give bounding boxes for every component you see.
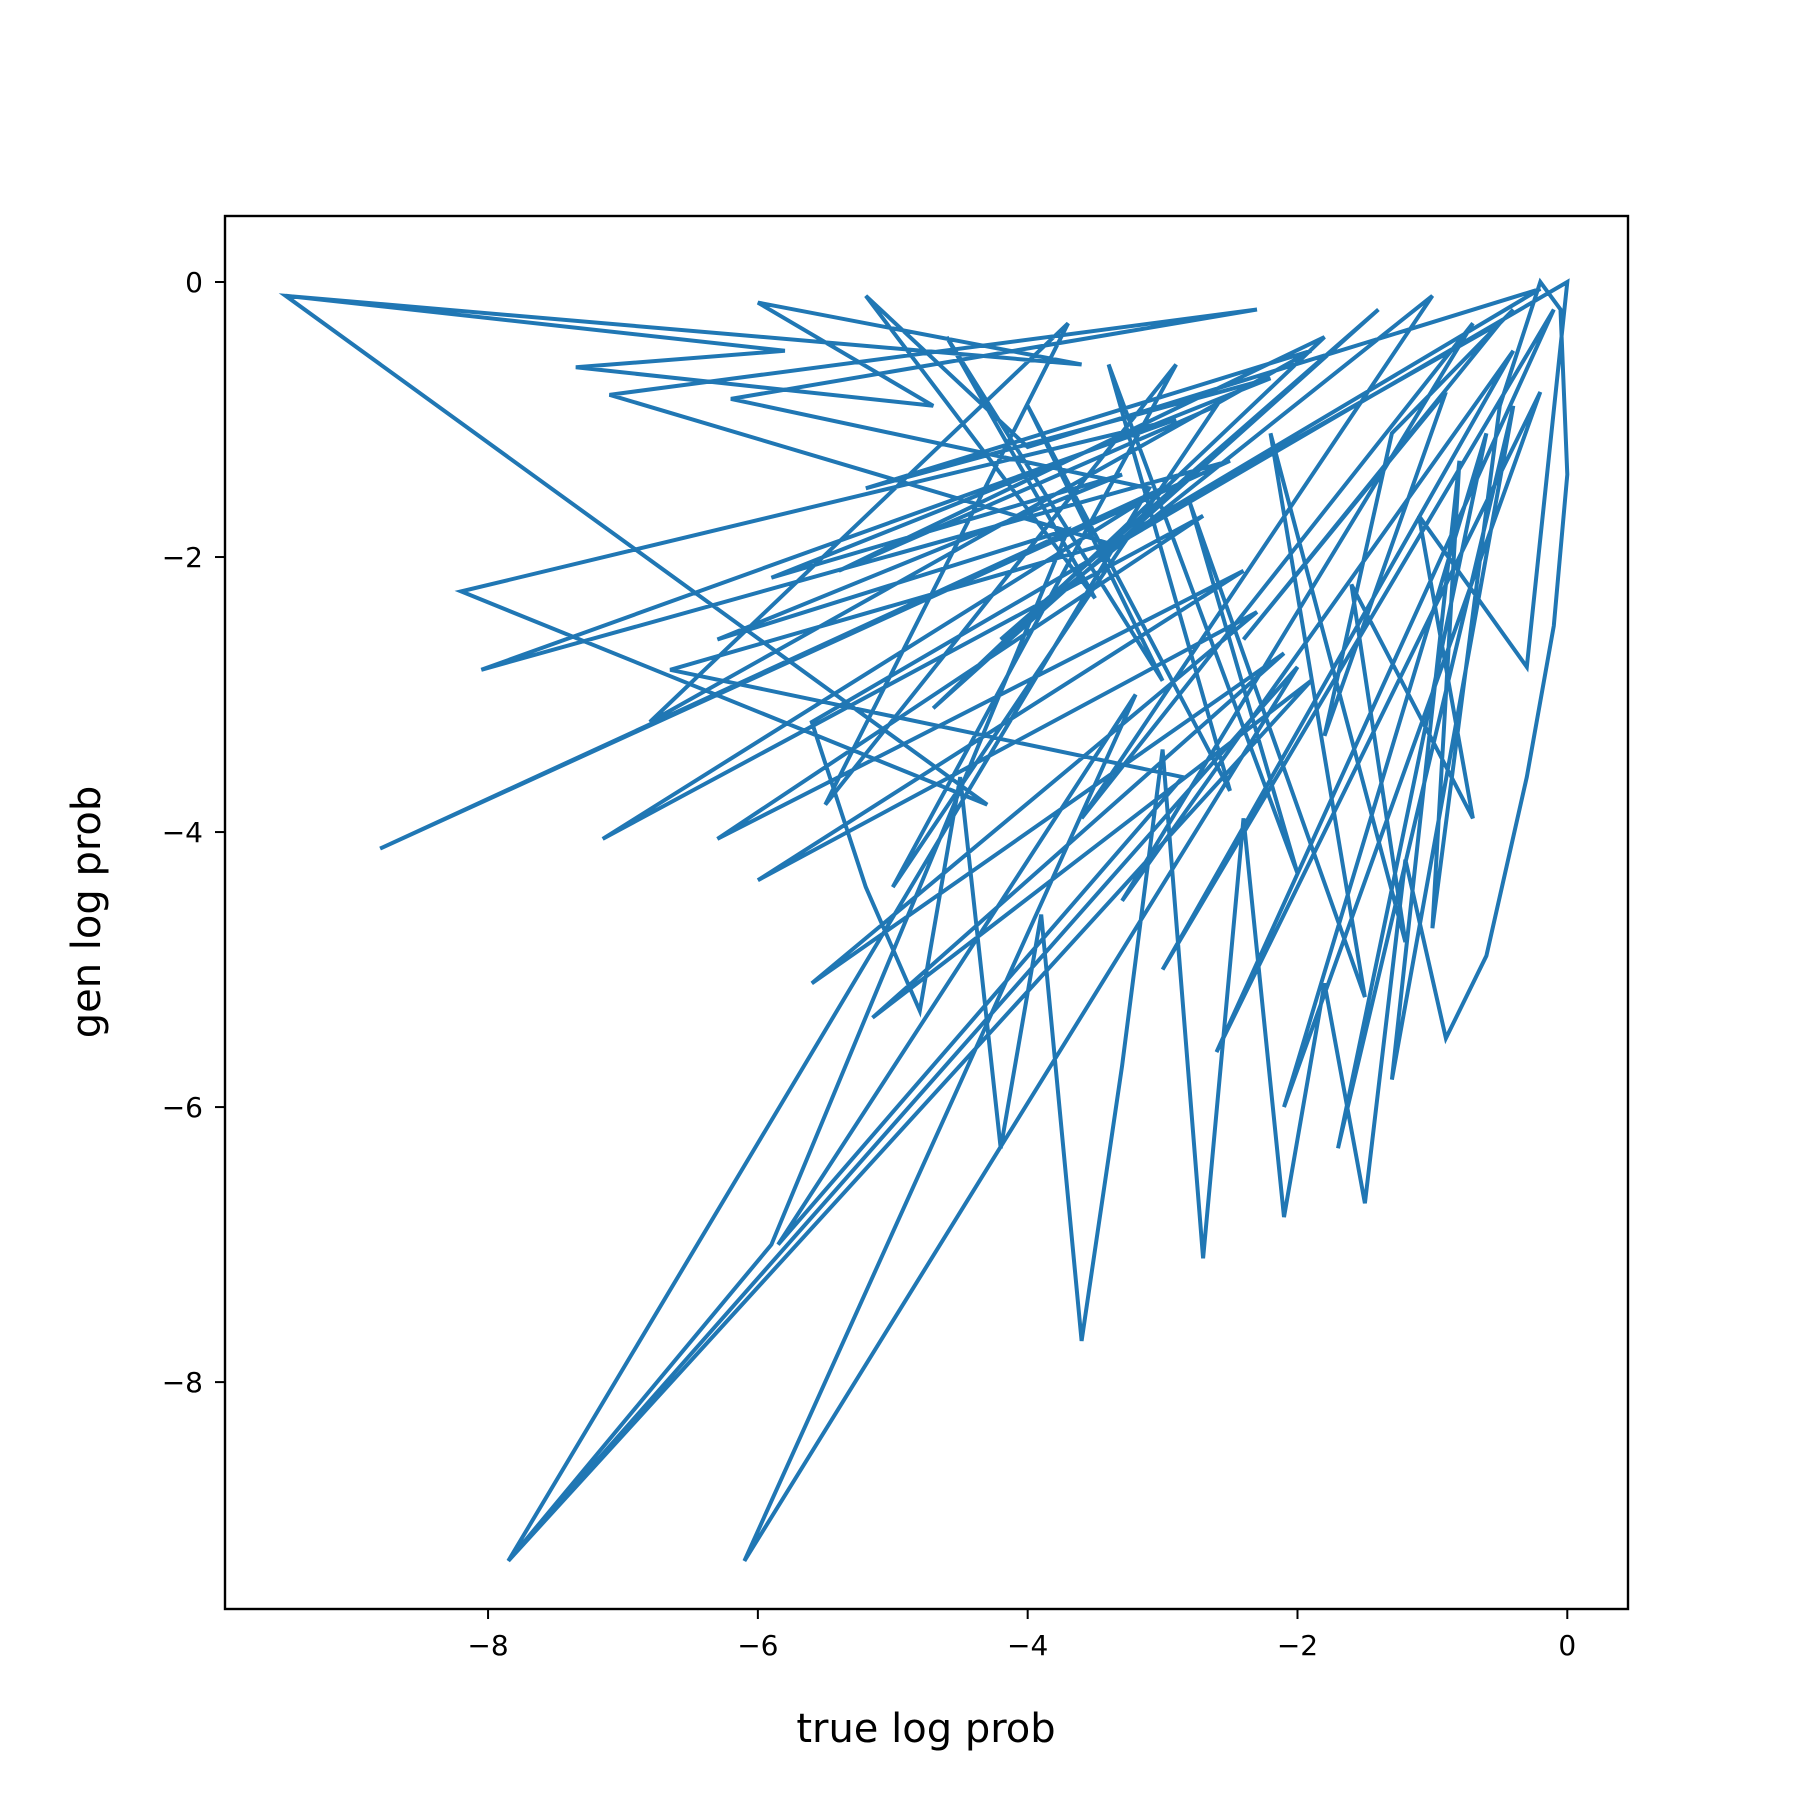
x-tick-label: −8: [467, 1629, 508, 1662]
y-axis: 0 −2 −4 −6 −8: [162, 266, 225, 1399]
series-line-0: [278, 277, 1570, 1563]
axes-frame: [223, 214, 1630, 1611]
x-tick-label: −4: [1007, 1629, 1048, 1662]
y-tick-label: −2: [162, 541, 203, 574]
y-tick-label: 0: [185, 266, 203, 299]
y-tick-label: −6: [162, 1091, 203, 1124]
x-tick-label: −2: [1277, 1629, 1318, 1662]
x-tick-label: 0: [1558, 1629, 1576, 1662]
y-tick-label: −8: [162, 1366, 203, 1399]
x-axis: −8 −6 −4 −2 0: [467, 1609, 1576, 1662]
x-tick-label: −6: [737, 1629, 778, 1662]
x-axis-label: true log prob: [796, 1706, 1055, 1752]
y-axis-label: gen log prob: [64, 786, 110, 1039]
plot-area: [278, 277, 1570, 1563]
y-tick-label: −4: [162, 816, 203, 849]
